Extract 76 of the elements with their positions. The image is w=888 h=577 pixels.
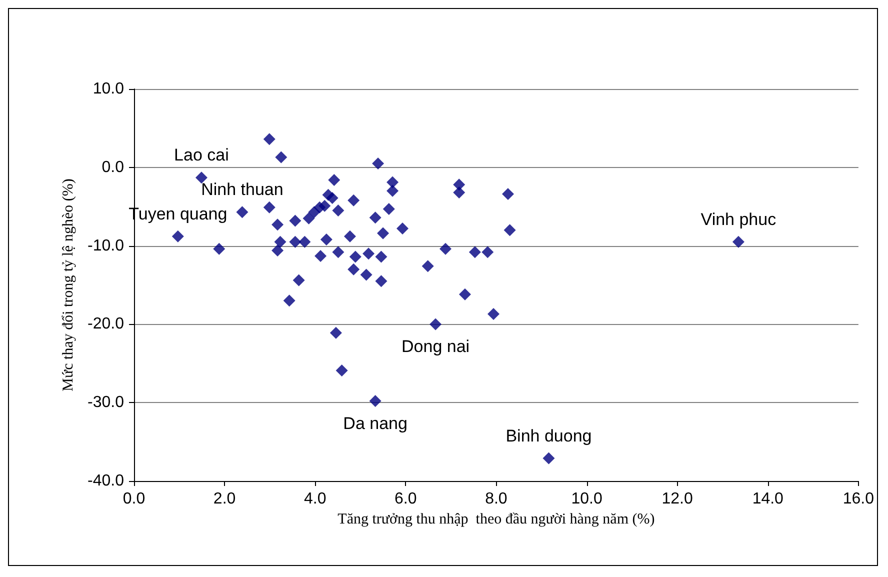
annotation: Da nang bbox=[343, 414, 408, 434]
point bbox=[360, 268, 372, 281]
point bbox=[332, 204, 344, 217]
annotation: Binh duong bbox=[506, 426, 592, 446]
point bbox=[318, 200, 331, 212]
point bbox=[236, 206, 248, 218]
point bbox=[344, 230, 356, 242]
point bbox=[292, 274, 305, 286]
point bbox=[502, 188, 514, 200]
point bbox=[263, 133, 276, 146]
point bbox=[320, 234, 332, 246]
point bbox=[488, 308, 500, 320]
point bbox=[375, 250, 388, 263]
point bbox=[263, 201, 276, 214]
x-tick-label: 6.0 bbox=[394, 490, 417, 508]
point bbox=[275, 151, 288, 164]
y-tick-label: -40.0 bbox=[88, 472, 124, 490]
point bbox=[302, 212, 315, 224]
x-tick-label: 16.0 bbox=[842, 490, 874, 508]
point bbox=[396, 222, 408, 235]
point bbox=[372, 157, 384, 170]
point bbox=[440, 242, 452, 255]
annotation: Vinh phuc bbox=[700, 210, 777, 229]
point bbox=[348, 263, 360, 276]
point bbox=[289, 214, 302, 227]
y-tick-label: -30.0 bbox=[88, 394, 124, 412]
x-tick-label: 8.0 bbox=[485, 490, 508, 508]
point bbox=[386, 176, 399, 188]
point bbox=[283, 294, 296, 307]
point bbox=[504, 224, 516, 236]
point bbox=[289, 236, 302, 248]
point bbox=[330, 326, 342, 339]
y-tick-label: 10.0 bbox=[92, 80, 124, 98]
annotation: Dong nai bbox=[402, 337, 470, 356]
point bbox=[732, 236, 744, 248]
point bbox=[377, 227, 390, 240]
point bbox=[375, 275, 388, 288]
point bbox=[386, 184, 399, 197]
point bbox=[430, 318, 442, 330]
point bbox=[382, 202, 395, 215]
annotation: Lao cai bbox=[174, 146, 229, 165]
point bbox=[326, 192, 338, 204]
point bbox=[349, 250, 362, 263]
point bbox=[314, 250, 327, 262]
point bbox=[272, 218, 284, 231]
x-tick-label: 4.0 bbox=[304, 490, 326, 508]
point bbox=[298, 236, 311, 248]
point bbox=[336, 364, 348, 376]
y-tick-label: -10.0 bbox=[88, 237, 124, 254]
point bbox=[468, 246, 481, 258]
point bbox=[453, 186, 466, 198]
point bbox=[328, 174, 340, 186]
point bbox=[195, 172, 208, 184]
point bbox=[542, 452, 555, 464]
y-tick-label: 0.0 bbox=[102, 158, 124, 176]
x-tick-label: 14.0 bbox=[752, 490, 784, 508]
x-axis-title: Tăng trưởng thu nhập theo đầu người hàng năm (%) bbox=[338, 511, 655, 528]
point bbox=[369, 212, 382, 224]
point bbox=[369, 395, 382, 408]
x-tick-label: 10.0 bbox=[571, 490, 602, 508]
y-tick-label: -20.0 bbox=[88, 316, 124, 333]
x-tick-label: 2.0 bbox=[213, 490, 236, 508]
y-axis-title: Mức thay đổi trong tỷ lệ nghèo (%) bbox=[60, 178, 76, 392]
x-tick-label: 12.0 bbox=[662, 490, 693, 508]
point bbox=[272, 244, 284, 257]
point bbox=[274, 236, 286, 248]
annotation: Ninh thuan bbox=[201, 180, 284, 200]
point bbox=[213, 242, 226, 255]
point bbox=[348, 194, 360, 206]
point bbox=[332, 246, 344, 258]
point bbox=[482, 246, 494, 258]
point bbox=[362, 248, 375, 260]
point bbox=[422, 260, 434, 272]
point bbox=[172, 230, 184, 242]
point bbox=[458, 288, 471, 300]
x-tick-label: 0.0 bbox=[122, 490, 146, 508]
